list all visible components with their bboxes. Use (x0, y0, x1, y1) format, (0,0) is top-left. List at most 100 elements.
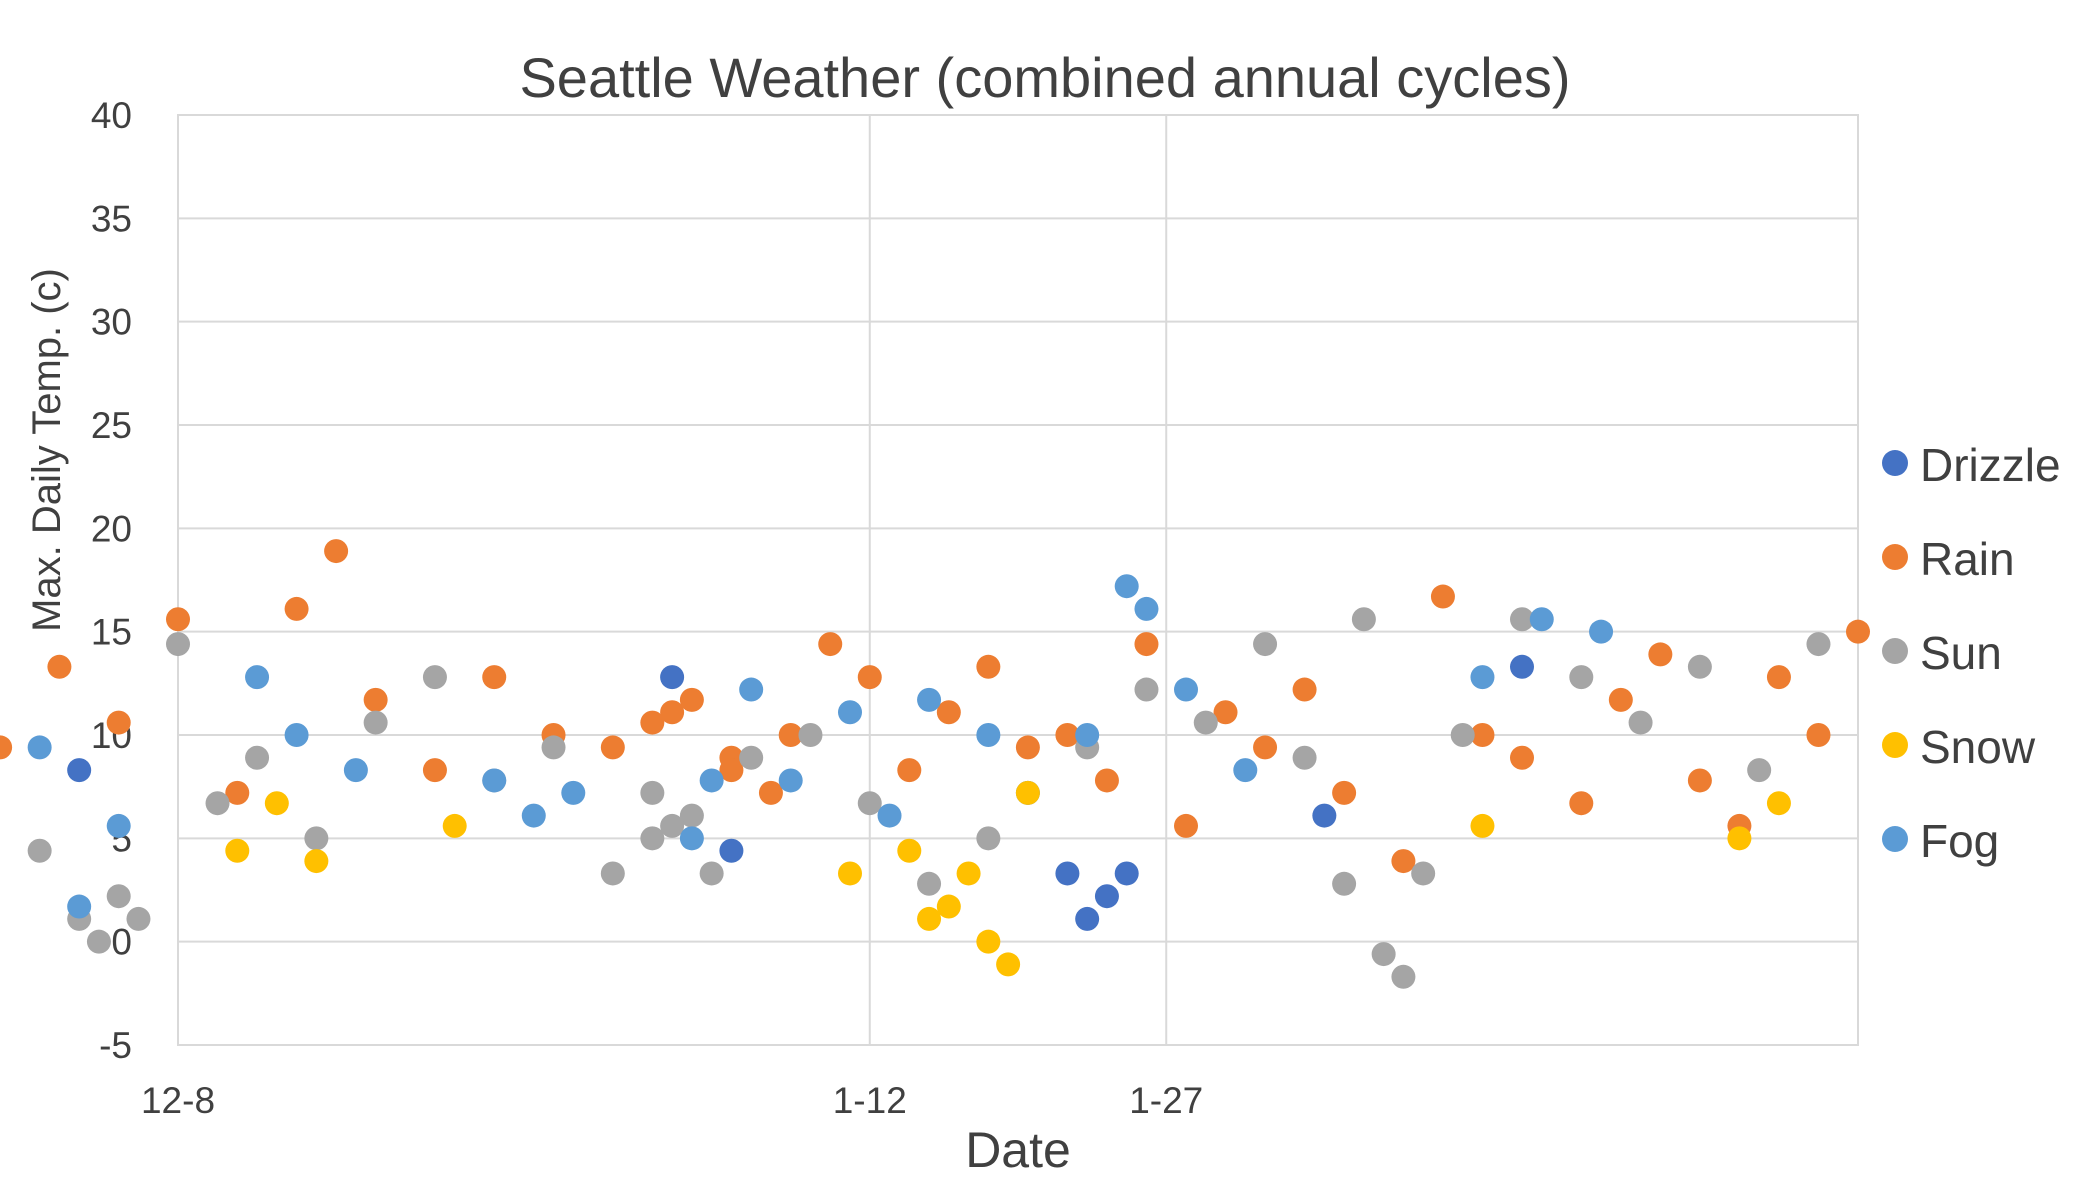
sun-point (640, 826, 665, 851)
fog-point (778, 768, 803, 793)
sun-point (1292, 745, 1317, 770)
sun-point (798, 723, 823, 747)
rain-point (936, 700, 961, 725)
y-tick-label: 0 (111, 922, 132, 963)
data-points (0, 539, 1870, 989)
snow-point (897, 838, 922, 863)
drizzle-point (67, 758, 92, 783)
plot-area (177, 114, 1859, 1046)
sun-point (679, 803, 704, 828)
sun-point (1687, 654, 1712, 679)
fog-point (838, 700, 862, 725)
chart-title: Seattle Weather (combined annual cycles) (519, 46, 1570, 109)
rain-point (482, 665, 507, 690)
x-axis-ticks: 12-81-273-185-76-268-1510-411-231-123-3 (141, 1080, 1203, 1121)
legend-label-sun: Sun (1920, 627, 2002, 679)
fog-point (917, 687, 942, 712)
rain-point (1569, 791, 1594, 816)
legend: Drizzle Rain Sun Snow Fog (1882, 439, 2061, 867)
rain-point (1430, 584, 1455, 609)
rain-point (976, 654, 1001, 679)
fog-point (679, 826, 704, 851)
drizzle-point (1114, 861, 1139, 886)
sun-point (304, 826, 329, 851)
snow-point (936, 894, 961, 919)
y-tick-label: 35 (91, 198, 132, 239)
rain-point (679, 687, 704, 712)
rain-point (422, 758, 447, 783)
rain-point (719, 758, 744, 783)
sun-point (106, 884, 131, 909)
rain-point (1687, 768, 1712, 793)
fog-point (561, 780, 586, 805)
legend-label-rain: Rain (1920, 533, 2015, 585)
rain-point (1608, 687, 1633, 712)
snow-point (996, 952, 1021, 977)
fog-point (1075, 723, 1100, 747)
fog-point (1470, 665, 1495, 690)
fog-point (1529, 607, 1554, 632)
sun-point (126, 906, 151, 931)
snow-point (838, 861, 862, 886)
rain-point (1648, 642, 1673, 667)
rain-point (1253, 735, 1278, 760)
snow-point (1766, 791, 1791, 816)
fog-point (343, 758, 368, 783)
drizzle-point (660, 665, 685, 690)
rain-point (1766, 665, 1791, 690)
rain-point (660, 700, 685, 725)
rain-point (1094, 768, 1119, 793)
snow-point (225, 838, 250, 863)
snow-point (442, 813, 467, 838)
sun-point (1569, 665, 1594, 690)
rain-point (600, 735, 625, 760)
sun-point (27, 838, 52, 863)
legend-marker-rain (1882, 544, 1908, 570)
sun-point (1510, 607, 1534, 632)
rain-point (857, 665, 882, 690)
x-tick-label: 1-12 (833, 1080, 907, 1121)
drizzle-point (1094, 884, 1119, 909)
rain-point (758, 780, 783, 805)
snow-point (1470, 813, 1495, 838)
sun-point (1411, 861, 1436, 886)
sun-point (1628, 710, 1653, 735)
fog-point (1114, 574, 1139, 599)
rain-point (0, 735, 13, 760)
sun-point (699, 861, 724, 886)
rain-point (818, 632, 843, 657)
fog-point (699, 768, 724, 793)
rain-point (778, 723, 803, 747)
sun-point (1134, 677, 1159, 702)
sun-point (1253, 632, 1278, 657)
fog-point (877, 803, 902, 828)
rain-point (225, 780, 250, 805)
fog-point (67, 894, 92, 919)
sun-point (86, 929, 111, 954)
rain-point (324, 539, 349, 564)
sun-point (660, 813, 685, 838)
y-tick-label: 15 (91, 612, 132, 653)
fog-point (739, 677, 764, 702)
rain-point (1806, 723, 1831, 747)
fog-point (27, 735, 52, 760)
drizzle-point (719, 838, 744, 863)
sun-point (917, 871, 942, 896)
fog-point (521, 803, 546, 828)
rain-point (1332, 780, 1357, 805)
fog-point (1233, 758, 1258, 783)
drizzle-point (1055, 861, 1080, 886)
fog-point (106, 813, 131, 838)
x-tick-label: 12-8 (141, 1080, 215, 1121)
snow-point (917, 906, 942, 931)
fog-point (976, 723, 1001, 747)
legend-label-drizzle: Drizzle (1920, 439, 2061, 491)
rain-point (1134, 632, 1159, 657)
sun-point (857, 791, 882, 816)
fog-point (1174, 677, 1198, 702)
sun-point (363, 710, 388, 735)
rain-point (1015, 735, 1040, 760)
snow-point (1015, 780, 1040, 805)
rain-point (1846, 619, 1870, 644)
